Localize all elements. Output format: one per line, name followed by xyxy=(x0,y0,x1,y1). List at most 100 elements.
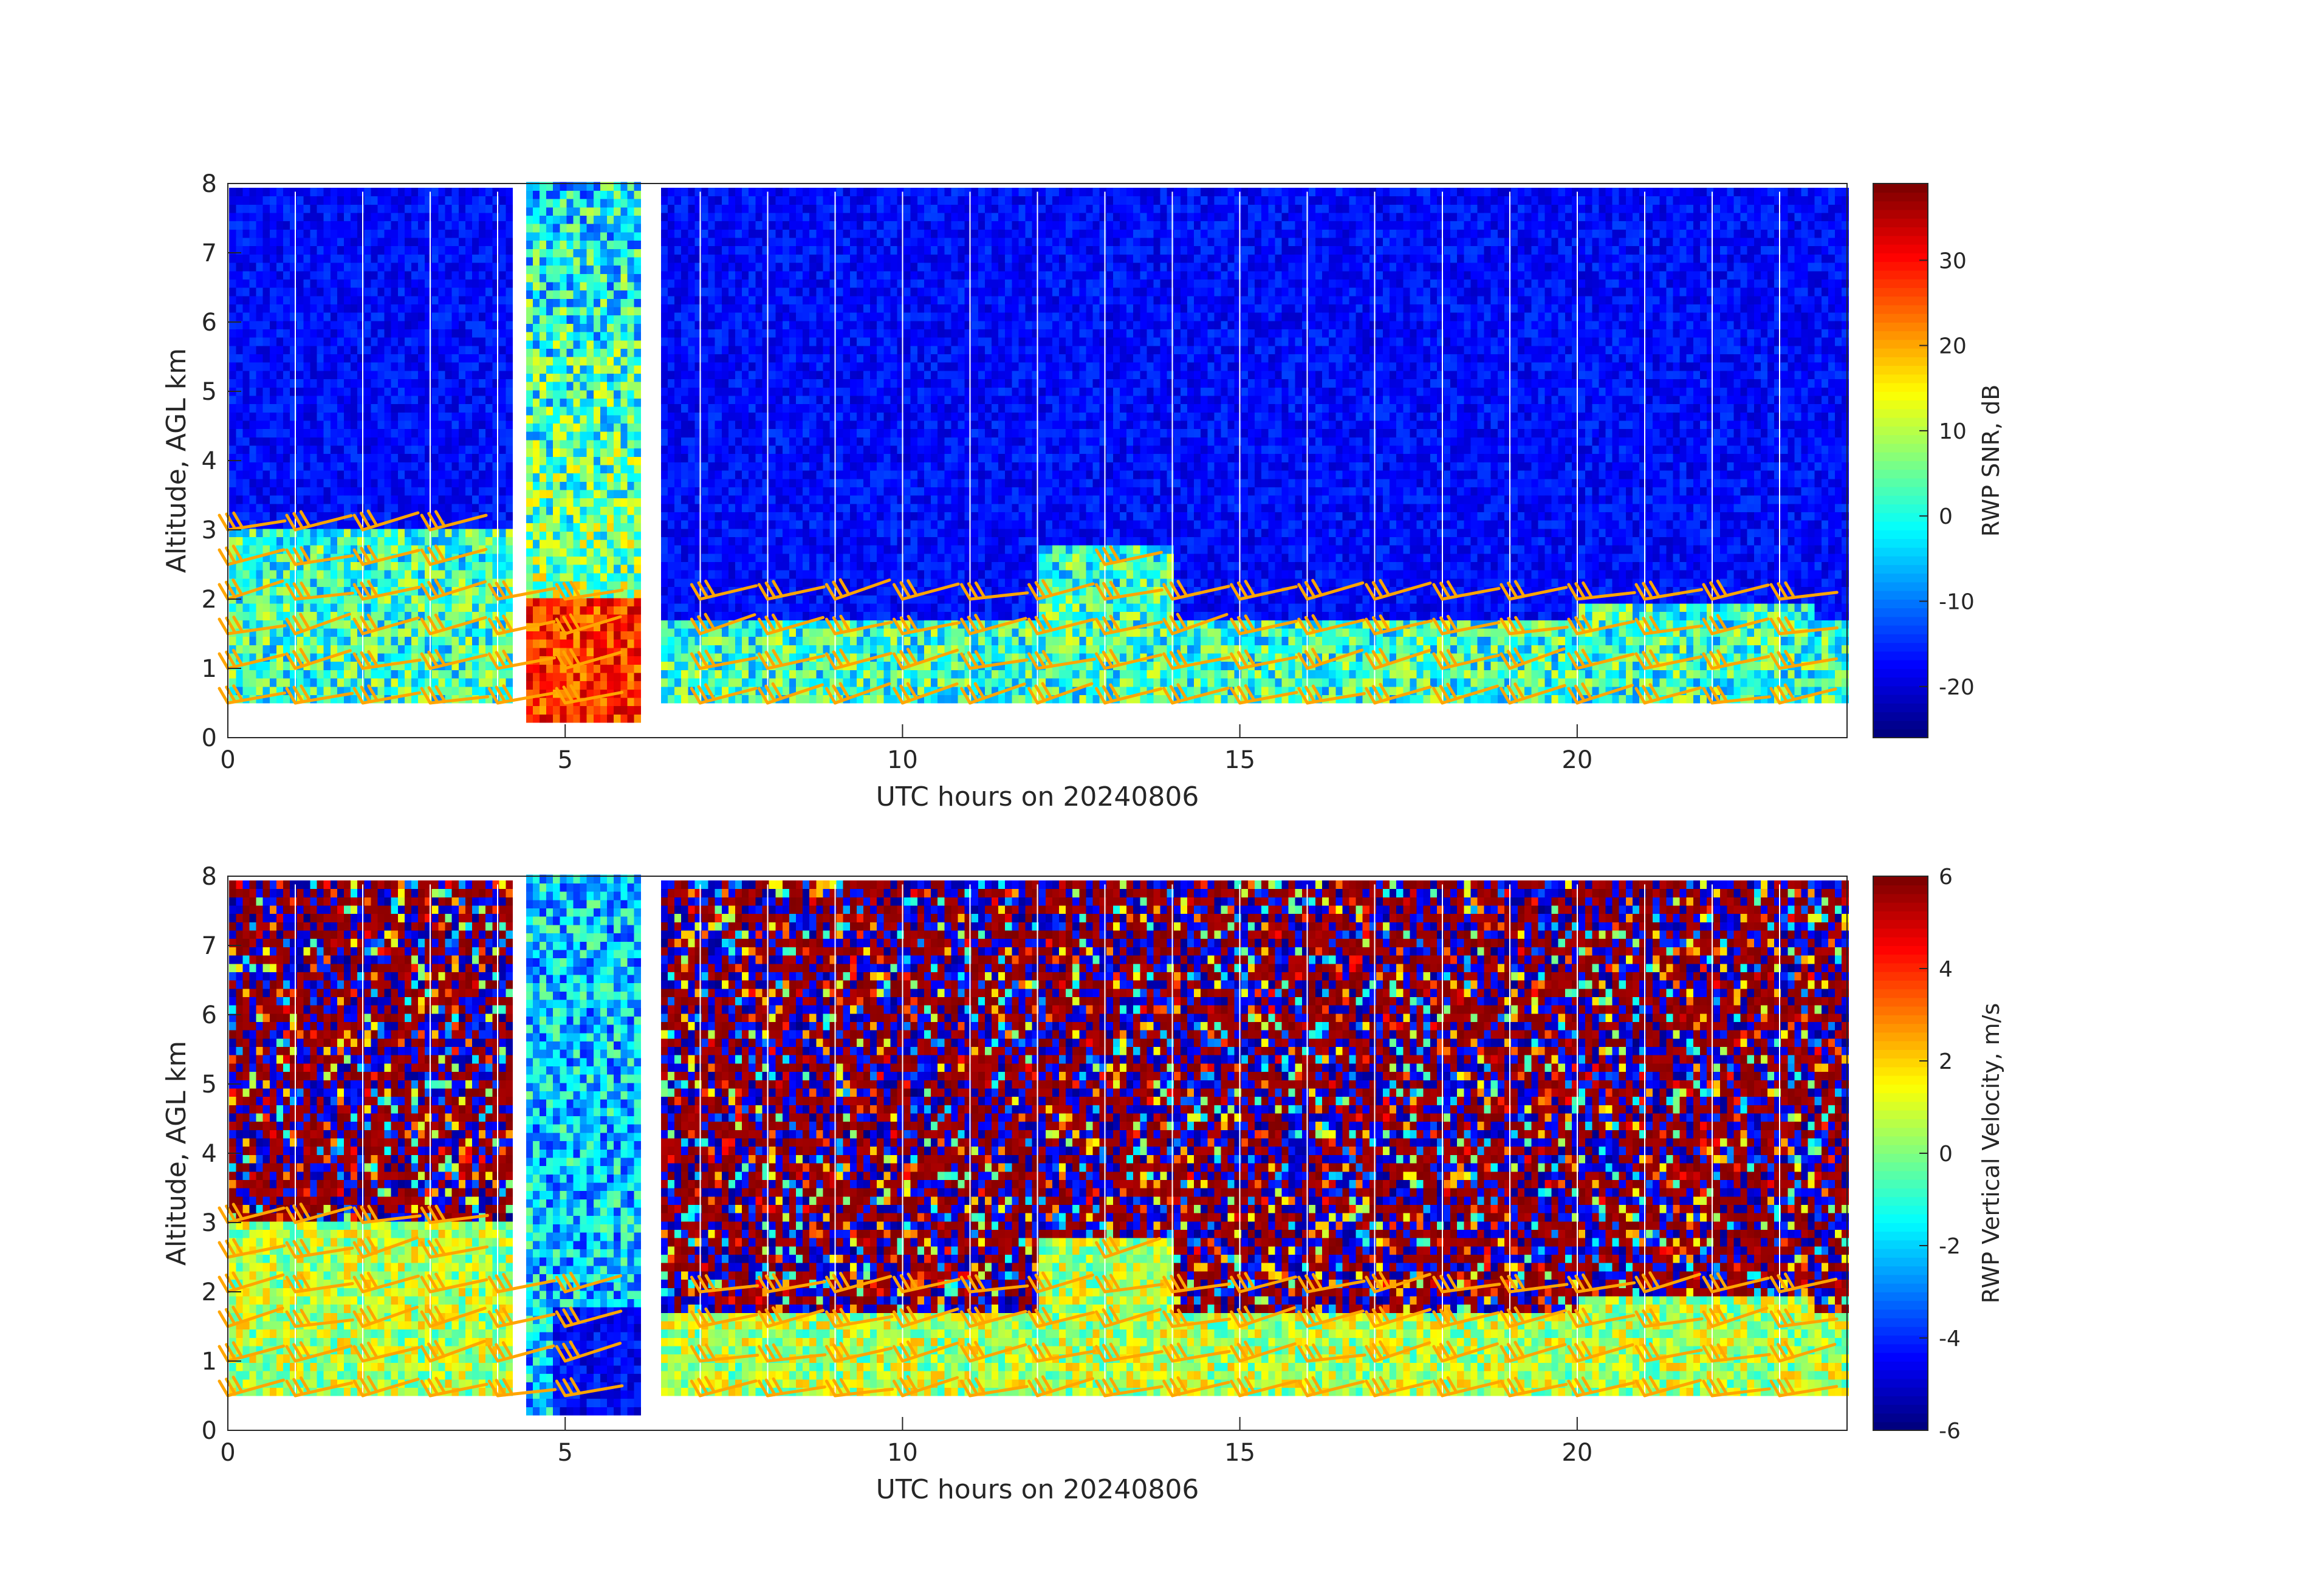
heatmap-cell xyxy=(472,570,479,579)
heatmap-cell xyxy=(789,586,797,595)
heatmap-cell xyxy=(526,240,533,249)
heatmap-cell xyxy=(688,279,695,288)
heatmap-cell xyxy=(708,204,716,213)
heatmap-cell xyxy=(607,240,614,249)
heatmap-cell xyxy=(310,445,318,454)
heatmap-cell xyxy=(762,678,770,687)
heatmap-cell xyxy=(660,653,668,662)
heatmap-cell xyxy=(256,603,264,612)
heatmap-cell xyxy=(580,340,588,349)
heatmap-cell xyxy=(391,670,399,679)
heatmap-cell xyxy=(580,705,588,715)
heatmap-cell xyxy=(364,420,371,430)
heatmap-cell xyxy=(755,212,763,222)
heatmap-cell xyxy=(418,503,425,512)
heatmap-cell xyxy=(721,403,729,413)
heatmap-cell xyxy=(526,290,533,299)
heatmap-cell xyxy=(249,229,257,238)
heatmap-cell xyxy=(229,653,236,662)
heatmap-cell xyxy=(540,240,547,249)
heatmap-cell xyxy=(411,204,419,213)
heatmap-cell xyxy=(377,462,385,471)
heatmap-cell xyxy=(269,678,277,687)
heatmap-cell xyxy=(479,470,486,479)
heatmap-cell xyxy=(560,581,567,590)
heatmap-cell xyxy=(262,611,270,620)
heatmap-cell xyxy=(728,262,736,272)
heatmap-cell xyxy=(566,448,574,457)
heatmap-cell xyxy=(789,661,797,670)
heatmap-cell xyxy=(445,545,453,554)
heatmap-cell xyxy=(526,273,533,283)
heatmap-cell xyxy=(229,329,236,338)
heatmap-cell xyxy=(580,664,588,673)
heatmap-cell xyxy=(317,470,324,479)
heatmap-cell xyxy=(451,528,459,537)
heatmap-cell xyxy=(694,495,702,504)
heatmap-cell xyxy=(775,553,783,563)
heatmap-cell xyxy=(391,653,399,662)
heatmap-cell xyxy=(532,622,540,632)
heatmap-cell xyxy=(236,270,243,280)
heatmap-cell xyxy=(317,204,324,213)
heatmap-cell xyxy=(472,553,479,563)
heatmap-cell xyxy=(573,323,581,332)
heatmap-cell xyxy=(411,686,419,695)
heatmap-cell xyxy=(397,403,405,413)
heatmap-cell xyxy=(371,478,379,487)
heatmap-cell xyxy=(391,487,399,496)
heatmap-cell xyxy=(560,240,567,249)
heatmap-cell xyxy=(418,329,425,338)
heatmap-cell xyxy=(384,686,392,695)
heatmap-cell xyxy=(256,661,264,670)
heatmap-cell xyxy=(397,221,405,230)
heatmap-cell xyxy=(431,204,439,213)
heatmap-cell xyxy=(479,412,486,421)
heatmap-cell xyxy=(229,512,236,521)
heatmap-cell xyxy=(674,379,682,388)
heatmap-cell xyxy=(438,370,446,380)
heatmap-cell xyxy=(317,254,324,263)
heatmap-cell xyxy=(586,523,594,532)
heatmap-cell xyxy=(229,287,236,297)
heatmap-cell xyxy=(769,345,776,355)
heatmap-cell xyxy=(397,354,405,363)
heatmap-cell xyxy=(694,570,702,579)
heatmap-cell xyxy=(337,495,344,504)
heatmap-cell xyxy=(728,270,736,280)
heatmap-cell xyxy=(492,453,499,462)
heatmap-cell xyxy=(337,370,344,380)
heatmap-cell xyxy=(418,254,425,263)
heatmap-cell xyxy=(620,597,628,606)
heatmap-cell xyxy=(701,229,709,238)
heatmap-cell xyxy=(586,240,594,249)
heatmap-cell xyxy=(701,212,709,222)
heatmap-cell xyxy=(634,306,642,316)
heatmap-cell xyxy=(586,531,594,540)
heatmap-cell xyxy=(688,320,695,329)
heatmap-cell xyxy=(660,204,668,213)
heatmap-cell xyxy=(431,437,439,446)
heatmap-cell xyxy=(485,645,493,654)
heatmap-cell xyxy=(404,237,412,247)
heatmap-cell xyxy=(789,595,797,604)
heatmap-cell xyxy=(755,470,763,479)
heatmap-cell xyxy=(573,705,581,715)
heatmap-cell xyxy=(242,312,250,321)
heatmap-cell xyxy=(540,249,547,258)
heatmap-cell xyxy=(377,320,385,329)
heatmap-cell xyxy=(425,337,432,346)
heatmap-cell xyxy=(566,190,574,199)
heatmap-cell xyxy=(755,229,763,238)
heatmap-cell xyxy=(701,387,709,396)
heatmap-cell xyxy=(283,620,290,629)
heatmap-cell xyxy=(769,545,776,554)
heatmap-cell xyxy=(573,456,581,465)
heatmap-cell xyxy=(540,647,547,657)
heatmap-cell xyxy=(506,520,513,529)
heatmap-cell xyxy=(775,437,783,446)
heatmap-cell xyxy=(431,603,439,612)
heatmap-cell xyxy=(715,262,722,272)
heatmap-cell xyxy=(769,653,776,662)
